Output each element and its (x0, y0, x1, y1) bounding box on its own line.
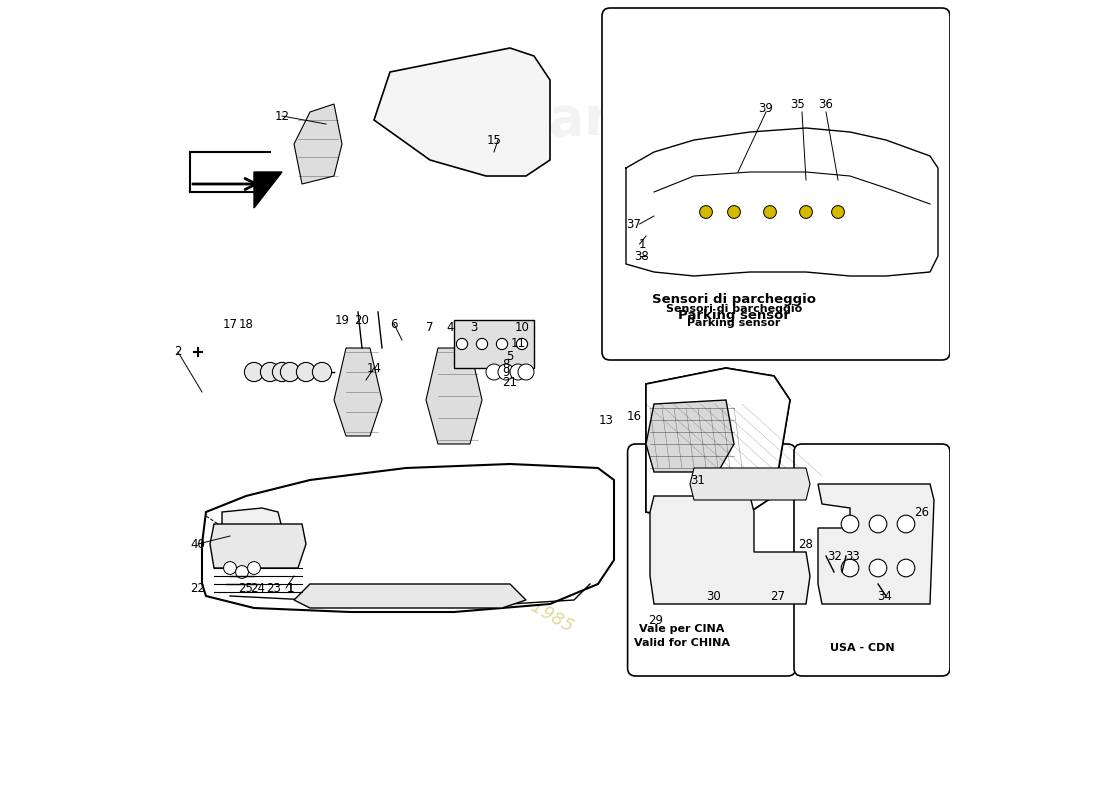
Text: 23: 23 (266, 582, 282, 594)
Circle shape (273, 362, 292, 382)
Circle shape (235, 566, 249, 578)
Polygon shape (334, 348, 382, 436)
Circle shape (516, 338, 528, 350)
Text: 18: 18 (239, 318, 253, 330)
Bar (454, 320, 534, 368)
Text: 37: 37 (627, 218, 641, 230)
Circle shape (510, 364, 526, 380)
Text: Sensori di parcheggio: Sensori di parcheggio (652, 294, 816, 306)
Text: 2: 2 (174, 346, 182, 358)
Circle shape (842, 515, 859, 533)
Text: 35: 35 (791, 98, 805, 110)
Polygon shape (254, 172, 282, 208)
Text: 6: 6 (390, 318, 398, 330)
Text: 22: 22 (190, 582, 206, 594)
Circle shape (869, 515, 887, 533)
Polygon shape (646, 368, 790, 528)
Circle shape (496, 338, 507, 350)
Text: 1: 1 (638, 238, 646, 250)
Text: 34: 34 (877, 590, 892, 602)
Text: 29: 29 (648, 614, 663, 626)
Text: 1: 1 (286, 582, 294, 594)
Text: 11: 11 (510, 338, 526, 350)
Text: 36: 36 (818, 98, 834, 110)
Text: Vale per CINA
Valid for CHINA: Vale per CINA Valid for CHINA (634, 624, 730, 648)
FancyBboxPatch shape (602, 8, 950, 360)
Polygon shape (690, 468, 810, 500)
Circle shape (244, 362, 264, 382)
Polygon shape (210, 524, 306, 568)
Text: a passion for parts since 1985: a passion for parts since 1985 (680, 406, 868, 522)
Text: 3: 3 (471, 322, 477, 334)
PathPatch shape (202, 464, 614, 612)
Polygon shape (426, 348, 482, 444)
FancyArrowPatch shape (192, 178, 256, 190)
Polygon shape (646, 400, 734, 472)
Text: 27: 27 (770, 590, 785, 602)
Circle shape (842, 559, 859, 577)
Circle shape (898, 559, 915, 577)
Text: 39: 39 (759, 102, 773, 114)
Circle shape (800, 206, 813, 218)
Text: 33: 33 (845, 550, 860, 562)
Text: 25: 25 (239, 582, 253, 594)
Circle shape (518, 364, 534, 380)
Circle shape (700, 206, 713, 218)
Polygon shape (818, 484, 934, 604)
Text: a passion for parts since 1985: a passion for parts since 1985 (332, 484, 576, 636)
Circle shape (223, 562, 236, 574)
Text: 15: 15 (486, 134, 502, 146)
Polygon shape (650, 496, 810, 604)
Polygon shape (646, 368, 790, 528)
Text: 8: 8 (503, 358, 509, 370)
Text: 16: 16 (627, 410, 641, 422)
Circle shape (832, 206, 845, 218)
Text: 13: 13 (598, 414, 614, 426)
Text: 7: 7 (427, 322, 433, 334)
Text: 17: 17 (222, 318, 238, 330)
Circle shape (296, 362, 316, 382)
Circle shape (456, 338, 468, 350)
Text: 1: 1 (286, 582, 294, 594)
Text: 24: 24 (251, 582, 265, 594)
Text: 28: 28 (799, 538, 813, 550)
Circle shape (898, 515, 915, 533)
Circle shape (763, 206, 777, 218)
Text: 10: 10 (515, 322, 529, 334)
Circle shape (727, 206, 740, 218)
Text: 26: 26 (914, 506, 928, 518)
Text: 32: 32 (827, 550, 843, 562)
Text: 30: 30 (706, 590, 722, 602)
Circle shape (498, 364, 514, 380)
Circle shape (476, 338, 487, 350)
Circle shape (280, 362, 299, 382)
Circle shape (261, 362, 279, 382)
Polygon shape (294, 584, 526, 608)
Text: parts: parts (513, 94, 668, 146)
Polygon shape (294, 104, 342, 184)
Text: 5: 5 (506, 350, 514, 362)
Text: Sensori di parcheggio
Parking sensor: Sensori di parcheggio Parking sensor (666, 304, 802, 328)
Text: 20: 20 (354, 314, 370, 326)
Text: 31: 31 (691, 474, 705, 486)
Circle shape (869, 559, 887, 577)
Text: 12: 12 (275, 110, 289, 122)
FancyBboxPatch shape (794, 444, 950, 676)
Text: 38: 38 (635, 250, 649, 262)
Polygon shape (190, 168, 262, 184)
Text: 40: 40 (190, 538, 206, 550)
Text: 4: 4 (447, 322, 453, 334)
Text: USA - CDN: USA - CDN (829, 643, 894, 653)
Circle shape (248, 562, 261, 574)
Text: 19: 19 (334, 314, 350, 326)
Polygon shape (222, 508, 286, 556)
Text: Parking sensor: Parking sensor (678, 310, 790, 322)
Text: 21: 21 (503, 376, 517, 389)
FancyBboxPatch shape (628, 444, 795, 676)
Text: 9: 9 (503, 366, 509, 378)
Circle shape (486, 364, 502, 380)
Polygon shape (374, 48, 550, 176)
Circle shape (312, 362, 331, 382)
Text: 14: 14 (366, 362, 382, 374)
